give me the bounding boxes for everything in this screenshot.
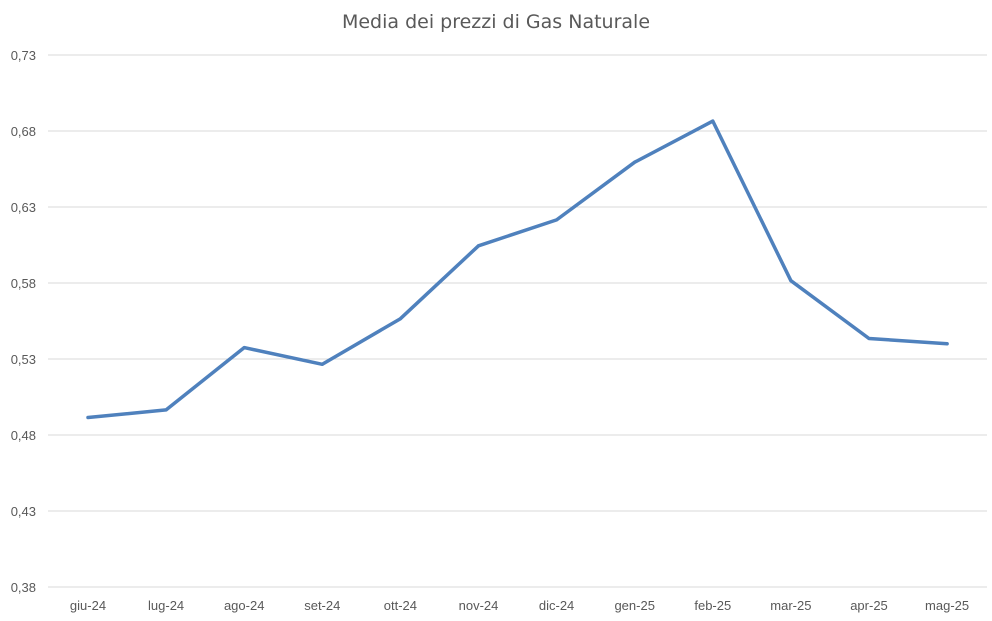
x-tick-label: mag-25: [925, 598, 969, 613]
data-point: [242, 346, 246, 350]
data-point: [477, 244, 480, 248]
y-tick-label: 0,48: [11, 428, 36, 443]
data-point: [86, 416, 90, 420]
y-tick-label: 0,68: [11, 124, 36, 139]
data-point: [555, 218, 559, 222]
x-axis-tick-labels: giu-24 lug-24 ago-24 set-24 ott-24 nov-24 dic-…: [70, 598, 969, 613]
data-point: [398, 317, 402, 321]
series-line-0: [86, 119, 949, 420]
data-point: [320, 362, 324, 366]
x-tick-label: dic-24: [539, 598, 574, 613]
data-point: [711, 119, 715, 123]
y-tick-label: 0,58: [11, 276, 36, 291]
x-tick-label: apr-25: [850, 598, 888, 613]
data-point: [867, 336, 871, 340]
data-point: [633, 160, 637, 164]
chart-title: Media dei prezzi di Gas Naturale: [341, 11, 651, 33]
gridlines: [48, 54, 987, 588]
x-tick-label: gen-25: [614, 598, 654, 613]
x-tick-label: ago-24: [224, 598, 264, 613]
y-tick-label: 0,73: [11, 48, 36, 63]
x-tick-label: feb-25: [694, 598, 731, 613]
y-axis-tick-labels: 0,38 0,43 0,48 0,53 0,58 0,63 0,68 0,73: [11, 48, 36, 595]
y-tick-label: 0,53: [11, 352, 36, 367]
x-tick-label: giu-24: [70, 598, 106, 613]
y-tick-label: 0,43: [11, 504, 36, 519]
x-tick-label: ott-24: [384, 598, 417, 613]
data-point: [945, 342, 949, 346]
data-point: [164, 408, 168, 412]
y-tick-label: 0,63: [11, 200, 36, 215]
x-tick-label: mar-25: [770, 598, 811, 613]
x-tick-label: set-24: [304, 598, 340, 613]
y-tick-label: 0,38: [11, 580, 36, 595]
x-tick-label: nov-24: [459, 598, 499, 613]
data-point: [789, 279, 793, 283]
series-group: [86, 119, 949, 420]
x-tick-label: lug-24: [148, 598, 184, 613]
